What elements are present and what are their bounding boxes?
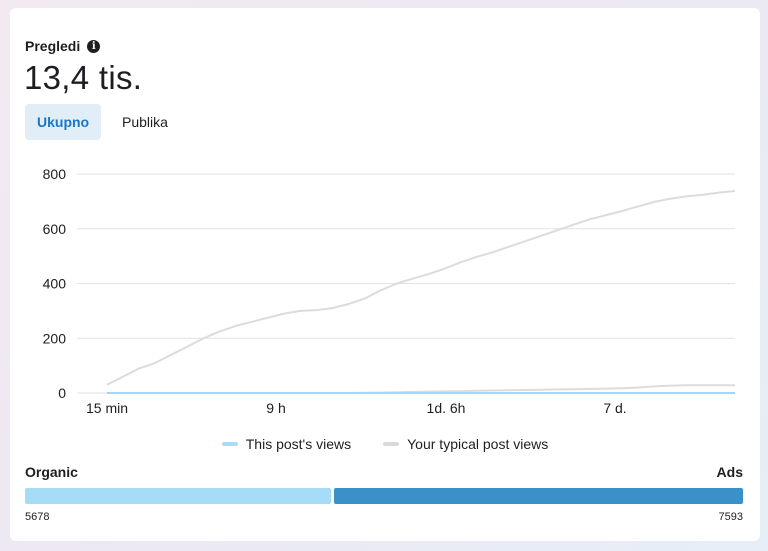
series-line-typical-low (107, 384, 735, 394)
ads-value: 7593 (718, 511, 743, 523)
organic-value: 5678 (25, 511, 50, 523)
y-tick-label: 0 (58, 385, 66, 401)
y-tick-label: 400 (43, 276, 67, 292)
legend-label-post: This post's views (245, 436, 352, 452)
y-tick-label: 200 (43, 330, 67, 346)
x-tick-label: 9 h (266, 400, 285, 416)
title-row: Pregledi i (25, 36, 101, 56)
legend-swatch-post (221, 442, 238, 446)
ads-label: Ads (716, 464, 743, 480)
organic-ads-bar (25, 488, 743, 504)
x-tick-label: 1d. 6h (427, 400, 466, 416)
views-line-chart: 800 600 400 200 0 15 min 9 h 1d. 6h 7 d. (43, 166, 736, 416)
legend-item-typical[interactable]: Your typical post views (383, 436, 548, 452)
y-tick-label: 800 (43, 166, 67, 182)
ads-segment (333, 488, 743, 504)
y-tick-label: 600 (43, 221, 67, 237)
x-tick-label: 7 d. (603, 400, 626, 416)
organic-segment (25, 488, 331, 504)
x-tick-label: 15 min (86, 400, 128, 416)
tab-ukupno[interactable]: Ukupno (25, 104, 101, 140)
info-icon[interactable]: i (87, 39, 101, 53)
tab-publika[interactable]: Publika (122, 114, 168, 130)
chart-legend: This post's views Your typical post view… (10, 436, 760, 452)
series-line-typical (106, 190, 736, 386)
legend-item-post[interactable]: This post's views (221, 436, 352, 452)
legend-swatch-typical (383, 442, 400, 446)
organic-label: Organic (25, 464, 78, 480)
card-title: Pregledi (25, 38, 81, 54)
views-card: Pregledi i 13,4 tis. Ukupno Publika 800 6… (10, 8, 760, 541)
legend-label-typical: Your typical post views (407, 436, 549, 452)
total-views: 13,4 tis. (24, 59, 143, 96)
